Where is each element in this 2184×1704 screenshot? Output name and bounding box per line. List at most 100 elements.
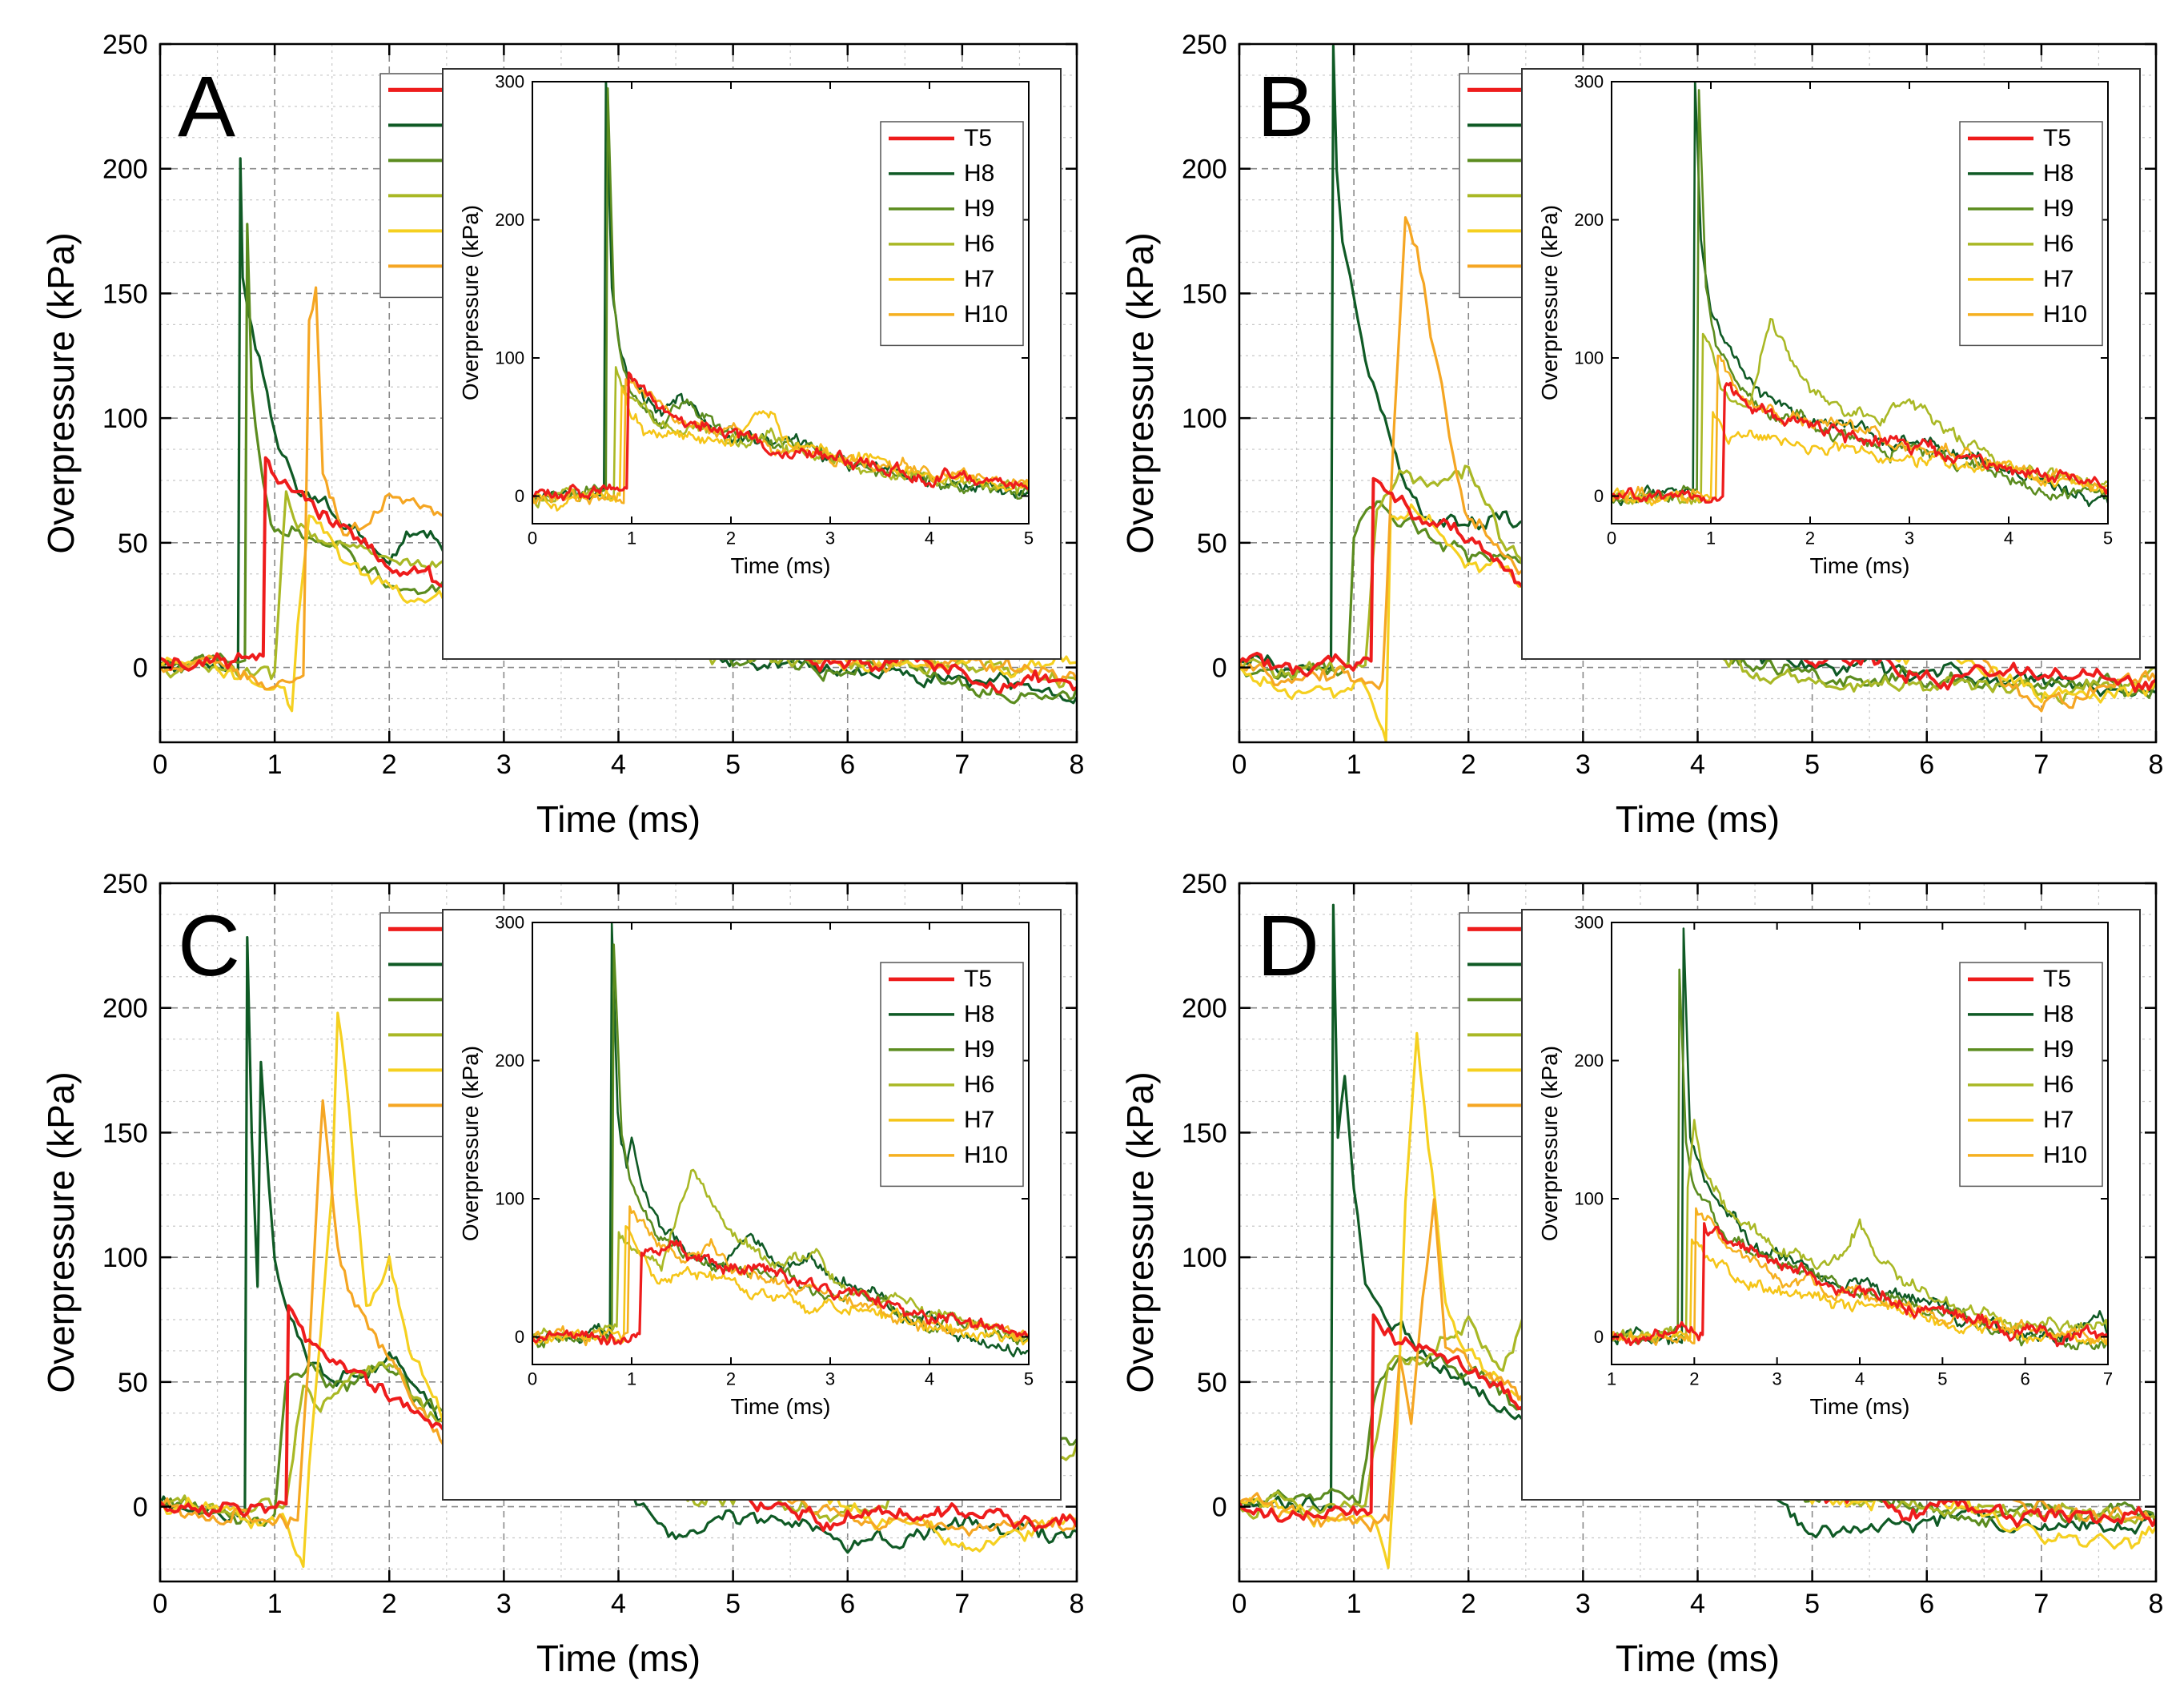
- legend-label-h10: H10: [2043, 301, 2087, 328]
- x-tick-label: 8: [1070, 1589, 1085, 1619]
- y-tick-label: 100: [495, 1189, 524, 1209]
- y-tick-label: 300: [495, 72, 524, 92]
- y-tick-label: 150: [102, 1118, 148, 1148]
- x-tick-label: 3: [1576, 750, 1591, 780]
- x-tick-label: 6: [1919, 1589, 1934, 1619]
- x-tick-label: 0: [153, 750, 168, 780]
- series-line-h9: [532, 87, 1029, 501]
- legend-label-t5: T5: [2043, 125, 2071, 151]
- x-tick-label: 2: [1461, 750, 1476, 780]
- y-tick-label: 250: [1182, 30, 1227, 60]
- legend-label-h7: H7: [2043, 1107, 2074, 1133]
- x-tick-label: 1: [627, 528, 636, 548]
- y-tick-label: 200: [495, 1051, 524, 1071]
- x-tick-label: 4: [925, 1368, 934, 1389]
- inset-d: 1 2 3 4 5 6 7 0 100 200 300 Time (ms) Overpressure (…: [1521, 909, 2141, 1501]
- x-tick-label: 7: [2103, 1368, 2113, 1389]
- y-axis-title: Overpressure (kPa): [458, 205, 483, 400]
- x-tick-label: 1: [1706, 528, 1716, 548]
- x-tick-label: 2: [726, 528, 736, 548]
- x-tick-label: 7: [2033, 750, 2049, 780]
- y-axis-title: Overpressure (kPa): [1537, 1046, 1562, 1241]
- x-tick-label: 6: [840, 750, 855, 780]
- legend-label-h9: H9: [2043, 195, 2074, 222]
- x-tick-label: 5: [725, 1589, 741, 1619]
- series-line-h8: [1612, 927, 2108, 1346]
- x-axis-title: Time (ms): [1810, 1394, 1910, 1419]
- x-tick-label: 0: [1607, 528, 1616, 548]
- x-tick-label: 8: [2149, 1589, 2164, 1619]
- y-tick-label: 50: [1197, 528, 1227, 559]
- x-axis-title: Time (ms): [1616, 798, 1780, 840]
- y-tick-label: 50: [118, 528, 148, 559]
- x-tick-label: 3: [1772, 1368, 1782, 1389]
- series-line-t5: [532, 371, 1029, 501]
- y-tick-label: 100: [1182, 404, 1227, 434]
- x-tick-label: 0: [153, 1589, 168, 1619]
- y-tick-label: 50: [1197, 1368, 1227, 1398]
- panel-letter: C: [178, 897, 240, 994]
- x-tick-label: 8: [1070, 750, 1085, 780]
- legend-label-h7: H7: [964, 1107, 994, 1133]
- series-line-t5: [1612, 1222, 2108, 1348]
- y-tick-label: 150: [102, 279, 148, 309]
- y-tick-label: 0: [515, 486, 524, 506]
- x-tick-label: 4: [1855, 1368, 1865, 1389]
- y-tick-label: 200: [102, 155, 148, 185]
- y-tick-label: 100: [495, 348, 524, 368]
- y-tick-label: 0: [1594, 1327, 1604, 1347]
- x-tick-label: 4: [1690, 1589, 1705, 1619]
- y-tick-label: 300: [1574, 72, 1604, 92]
- x-tick-label: 4: [611, 750, 626, 780]
- legend-label-h8: H8: [964, 160, 994, 187]
- x-tick-label: 4: [611, 1589, 626, 1619]
- y-tick-label: 200: [495, 210, 524, 230]
- x-tick-label: 5: [1024, 528, 1034, 548]
- x-tick-label: 5: [1805, 1589, 1820, 1619]
- y-axis-title: Overpressure (kPa): [40, 1071, 82, 1393]
- x-tick-label: 5: [725, 750, 741, 780]
- inset-legend-box: [880, 962, 1024, 1188]
- inset-legend-box: [1959, 962, 2103, 1188]
- y-axis-title: Overpressure (kPa): [40, 232, 82, 553]
- x-tick-label: 2: [726, 1368, 736, 1389]
- legend-label-h6: H6: [2043, 1071, 2074, 1098]
- x-tick-label: 2: [382, 750, 397, 780]
- legend-label-h9: H9: [964, 1036, 994, 1063]
- x-tick-label: 5: [2103, 528, 2113, 548]
- x-tick-label: 3: [496, 750, 512, 780]
- y-tick-label: 200: [1182, 155, 1227, 185]
- inset-legend-box: [1959, 121, 2103, 347]
- x-axis-title: Time (ms): [731, 1394, 831, 1419]
- series-line-h6: [532, 366, 1029, 508]
- panel-letter: A: [178, 58, 235, 155]
- legend-label-h8: H8: [2043, 1001, 2074, 1027]
- y-tick-label: 200: [1574, 210, 1604, 230]
- series-line-h10: [1612, 354, 2108, 504]
- y-tick-label: 100: [1574, 348, 1604, 368]
- y-tick-label: 150: [1182, 1118, 1227, 1148]
- x-tick-label: 1: [627, 1368, 636, 1389]
- x-tick-label: 4: [1690, 750, 1705, 780]
- y-tick-label: 250: [102, 30, 148, 60]
- x-tick-label: 8: [2149, 750, 2164, 780]
- series-line-h8: [1612, 82, 2108, 508]
- series-line-t5: [532, 1240, 1029, 1346]
- x-tick-label: 2: [1805, 528, 1815, 548]
- y-tick-label: 100: [1182, 1243, 1227, 1273]
- y-tick-label: 0: [515, 1327, 524, 1347]
- x-tick-label: 1: [1347, 750, 1362, 780]
- x-tick-label: 0: [1232, 1589, 1247, 1619]
- x-tick-label: 4: [925, 528, 934, 548]
- x-tick-label: 1: [1607, 1368, 1616, 1389]
- inset-c: 0 1 2 3 4 5 0 100 200 300 Time (ms) Overpressure (k…: [442, 909, 1062, 1501]
- x-tick-label: 7: [954, 1589, 970, 1619]
- legend-label-h7: H7: [2043, 266, 2074, 292]
- y-axis-title: Overpressure (kPa): [1537, 205, 1562, 400]
- x-tick-label: 3: [825, 1368, 835, 1389]
- x-tick-label: 3: [825, 528, 835, 548]
- series-line-h10: [532, 378, 1029, 505]
- y-tick-label: 50: [118, 1368, 148, 1398]
